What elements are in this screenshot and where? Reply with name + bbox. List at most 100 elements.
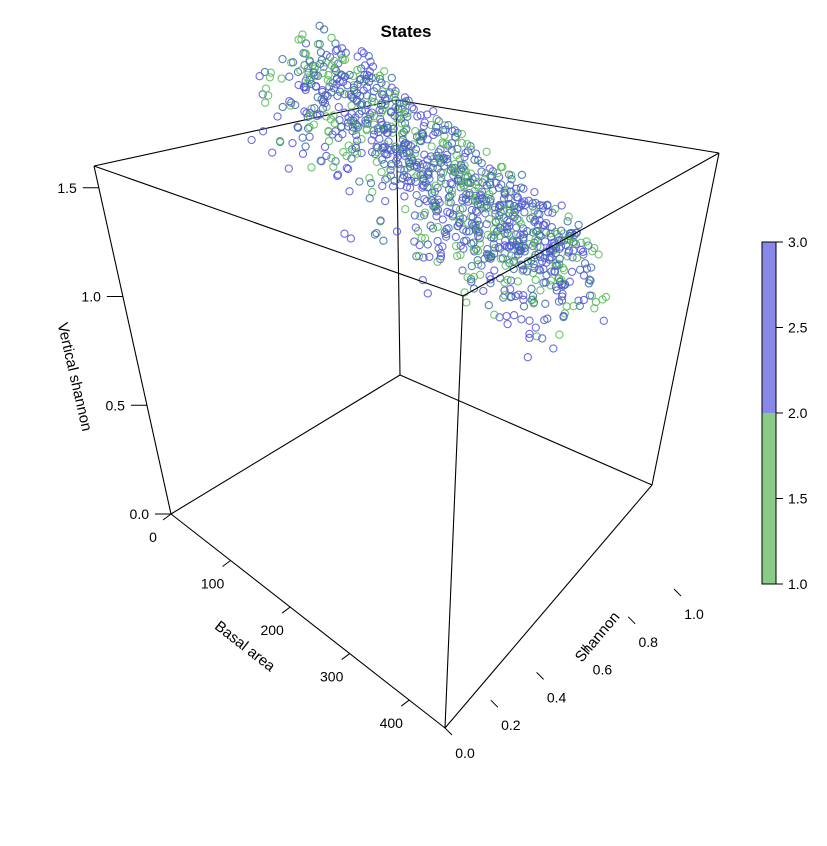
- data-point: [549, 344, 558, 353]
- data-point: [386, 107, 396, 117]
- data-point: [506, 241, 515, 250]
- data-point: [546, 281, 555, 290]
- data-point: [457, 138, 467, 148]
- data-point: [410, 237, 419, 246]
- data-point: [582, 237, 591, 246]
- data-point: [507, 231, 516, 240]
- data-point: [517, 315, 526, 324]
- y-tick-label: 0.0: [455, 745, 475, 761]
- data-point: [266, 68, 275, 77]
- data-point: [364, 71, 374, 81]
- data-point: [451, 133, 460, 142]
- data-point: [516, 246, 525, 255]
- data-point: [337, 122, 346, 132]
- data-point: [398, 174, 407, 183]
- data-point: [537, 257, 547, 266]
- data-point: [481, 209, 490, 218]
- colorbar: 1.0 1.5 2.0 2.5 3.0: [761, 234, 808, 592]
- data-point: [398, 149, 408, 158]
- x-tick: [341, 653, 350, 660]
- colorbar-tick-label: 3.0: [788, 234, 808, 250]
- data-point: [414, 251, 424, 261]
- data-point: [486, 275, 495, 284]
- data-point: [452, 150, 461, 160]
- data-point: [416, 212, 425, 221]
- data-point: [261, 98, 270, 107]
- data-point: [260, 67, 270, 77]
- data-point: [495, 200, 504, 210]
- data-point: [517, 242, 526, 251]
- data-point: [375, 71, 385, 80]
- data-point: [305, 122, 314, 132]
- data-point: [387, 107, 396, 116]
- data-point: [541, 278, 550, 287]
- data-point: [436, 248, 445, 258]
- data-point: [275, 136, 285, 146]
- data-point: [353, 65, 362, 75]
- data-point: [555, 330, 564, 339]
- data-point: [418, 160, 427, 169]
- data-point: [560, 266, 569, 275]
- data-point: [531, 323, 540, 332]
- data-point: [401, 139, 410, 148]
- data-point: [506, 187, 516, 196]
- y-tick-label: 0.8: [638, 634, 658, 650]
- data-point: [579, 271, 589, 280]
- data-point: [495, 231, 504, 241]
- data-point: [317, 157, 326, 166]
- data-point: [381, 196, 390, 206]
- data-point: [507, 292, 516, 301]
- data-point: [347, 118, 356, 127]
- data-point: [446, 178, 455, 188]
- data-point: [538, 203, 548, 213]
- data-point: [574, 296, 583, 305]
- data-point: [437, 173, 446, 182]
- data-point: [375, 124, 384, 133]
- data-point: [505, 217, 514, 227]
- data-point: [258, 127, 268, 136]
- x-tick-label: 300: [320, 669, 344, 685]
- data-point: [401, 205, 410, 214]
- data-point: [410, 211, 420, 220]
- data-point: [486, 195, 495, 204]
- data-point: [432, 207, 441, 216]
- data-point: [403, 108, 412, 118]
- colorbar-tick-label: 1.5: [788, 491, 808, 507]
- data-point: [538, 201, 548, 210]
- data-point: [498, 162, 507, 172]
- data-point: [584, 241, 593, 250]
- data-point: [473, 177, 483, 187]
- data-point: [501, 261, 510, 270]
- data-point: [534, 265, 543, 274]
- data-point: [390, 176, 399, 186]
- data-point: [451, 159, 460, 169]
- data-point: [572, 253, 582, 263]
- data-point: [288, 58, 298, 67]
- data-point: [360, 61, 370, 70]
- data-point: [509, 264, 518, 274]
- data-point: [359, 49, 368, 58]
- data-point: [506, 276, 516, 285]
- data-point: [546, 229, 555, 238]
- data-point: [307, 163, 316, 172]
- data-point: [557, 226, 566, 235]
- data-point: [432, 211, 441, 221]
- data-point: [497, 180, 506, 189]
- data-point: [490, 266, 499, 275]
- data-point: [387, 73, 396, 83]
- data-point: [442, 224, 451, 234]
- data-point: [307, 104, 316, 113]
- data-point: [509, 311, 519, 320]
- axes: 0 100 200 300 400 0.0 0.2 0.4 0.6 0.8 1.0 0.0 0.5 1.0…: [57, 180, 704, 761]
- data-point: [478, 178, 487, 187]
- data-point: [499, 206, 509, 215]
- y-tick: [536, 672, 544, 680]
- data-point: [508, 210, 517, 220]
- data-point: [430, 158, 439, 168]
- data-point: [294, 80, 303, 90]
- data-point: [463, 218, 473, 228]
- data-point: [264, 91, 273, 100]
- data-point: [461, 195, 471, 204]
- data-point: [517, 170, 527, 180]
